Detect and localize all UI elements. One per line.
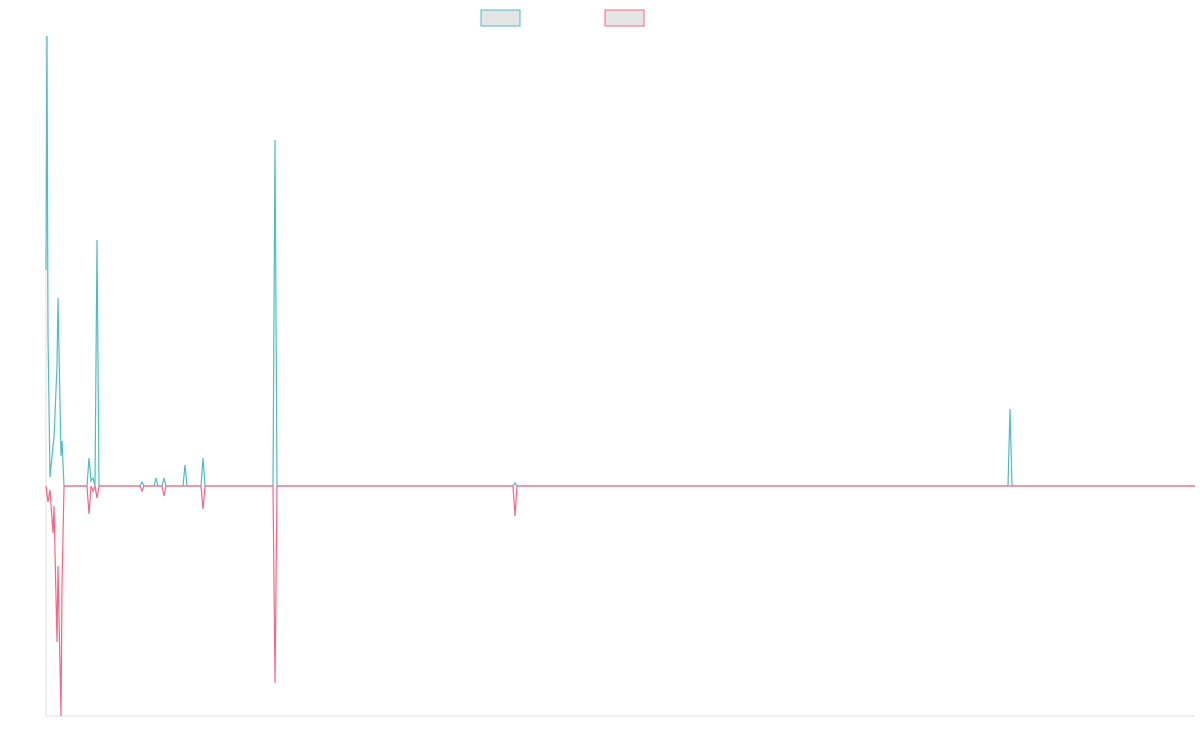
series-line xyxy=(45,35,1195,487)
series-line xyxy=(45,483,1195,717)
legend-swatch xyxy=(480,9,521,27)
legend-swatch xyxy=(604,9,645,27)
